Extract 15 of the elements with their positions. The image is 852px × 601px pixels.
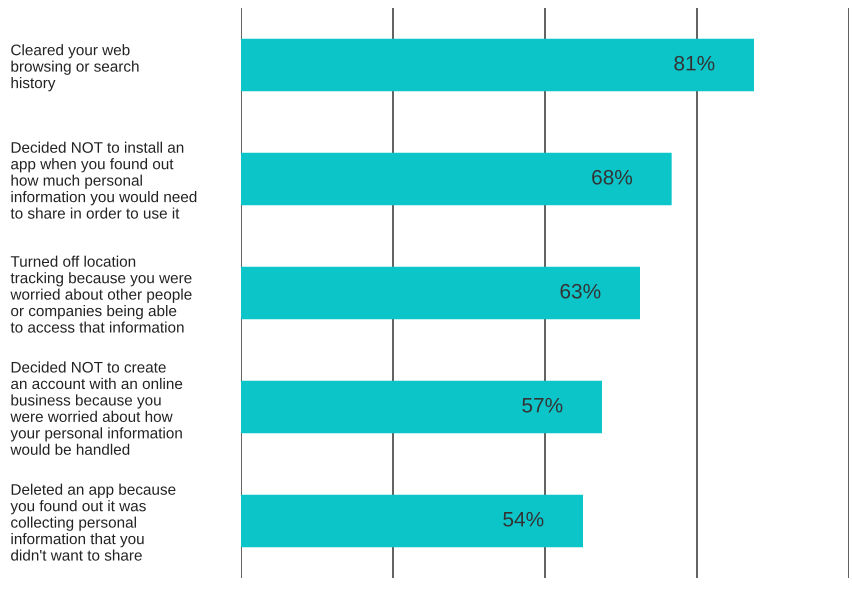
y-tick-label: Decided NOT to create an account with an online business because you were worried about how your personal information would be handled xyxy=(10,361,182,455)
y-tick-label: Cleared your web browsing or search history xyxy=(11,44,139,92)
data-label: 57% xyxy=(522,398,562,413)
y-tick-label: Deleted an app because you found out it was collecting personal information that you didn't want to share xyxy=(10,484,176,561)
data-label: 54% xyxy=(503,512,544,527)
data-label: 68% xyxy=(592,170,632,185)
bar xyxy=(241,380,602,434)
bar xyxy=(241,38,754,92)
bar xyxy=(241,494,583,548)
data-label: 81% xyxy=(674,56,714,71)
bar xyxy=(241,152,672,206)
y-tick-label: Turned off location tracking because you were worried about other people or companies being able to access that information xyxy=(10,256,192,333)
bar xyxy=(241,266,640,320)
y-tick-label: Decided NOT to install an app when you found out how much personal information you would need to share in order to use it xyxy=(10,142,196,219)
data-label: 63% xyxy=(560,284,600,299)
